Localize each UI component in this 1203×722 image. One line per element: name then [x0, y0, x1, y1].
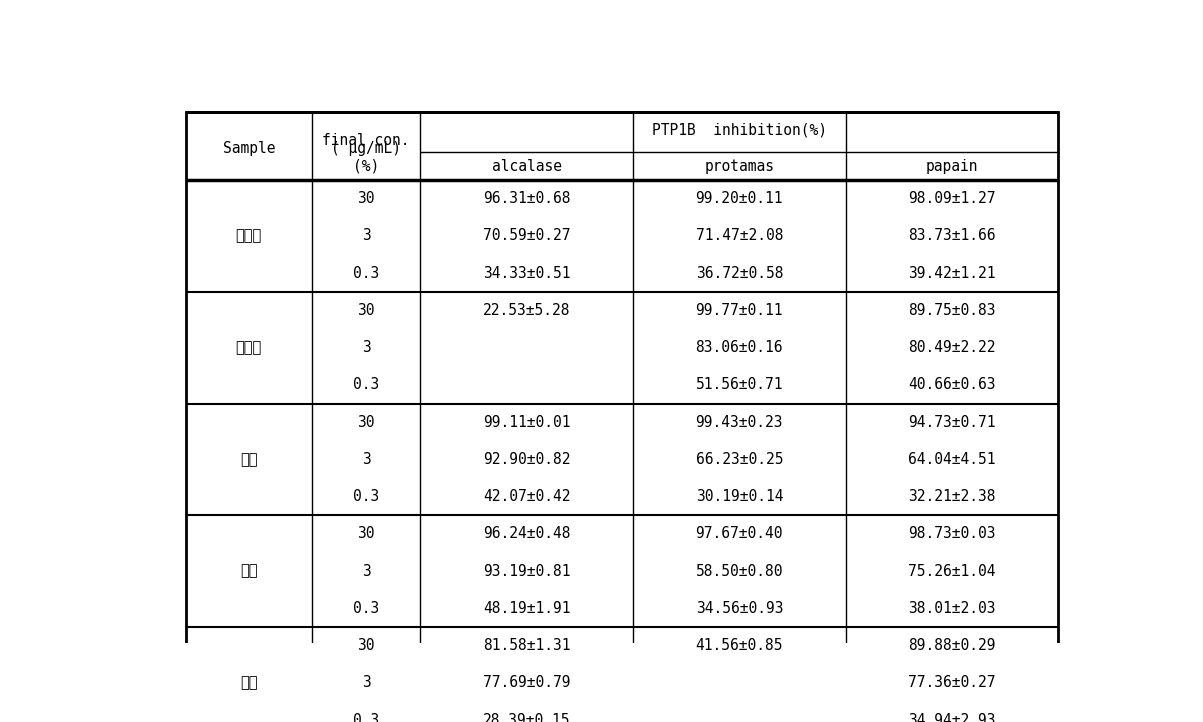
Text: 99.11±0.01: 99.11±0.01 [482, 414, 570, 430]
Text: 34.94±2.93: 34.94±2.93 [908, 713, 996, 722]
Text: 77.36±0.27: 77.36±0.27 [908, 675, 996, 690]
Text: 48.19±1.91: 48.19±1.91 [482, 601, 570, 616]
Text: 30: 30 [357, 414, 374, 430]
Text: 메기: 메기 [241, 675, 257, 690]
Text: 98.09±1.27: 98.09±1.27 [908, 191, 996, 206]
Text: 22.53±5.28: 22.53±5.28 [482, 303, 570, 318]
Text: 99.43±0.23: 99.43±0.23 [695, 414, 783, 430]
Text: 75.26±1.04: 75.26±1.04 [908, 564, 996, 578]
Text: 34.33±0.51: 34.33±0.51 [482, 266, 570, 281]
Text: 0.3: 0.3 [352, 601, 379, 616]
Text: 0.3: 0.3 [352, 266, 379, 281]
Text: 99.20±0.11: 99.20±0.11 [695, 191, 783, 206]
Text: 30.19±0.14: 30.19±0.14 [695, 489, 783, 504]
Text: 38.01±2.03: 38.01±2.03 [908, 601, 996, 616]
Text: 30: 30 [357, 526, 374, 542]
Text: protamas: protamas [704, 159, 775, 173]
Text: 64.04±4.51: 64.04±4.51 [908, 452, 996, 467]
Text: 장어: 장어 [241, 452, 257, 467]
Text: 83.06±0.16: 83.06±0.16 [695, 340, 783, 355]
Text: (%): (%) [352, 159, 379, 173]
Text: 30: 30 [357, 303, 374, 318]
Text: ( μg/mL): ( μg/mL) [331, 141, 401, 156]
Text: 77.69±0.79: 77.69±0.79 [482, 675, 570, 690]
Text: 3: 3 [362, 452, 371, 467]
Text: 70.59±0.27: 70.59±0.27 [482, 228, 570, 243]
Text: 42.07±0.42: 42.07±0.42 [482, 489, 570, 504]
Text: 39.42±1.21: 39.42±1.21 [908, 266, 996, 281]
Text: 3: 3 [362, 228, 371, 243]
Text: 30: 30 [357, 191, 374, 206]
Text: 동자개: 동자개 [236, 340, 262, 355]
Text: 0.3: 0.3 [352, 378, 379, 392]
Text: 28.39±0.15: 28.39±0.15 [482, 713, 570, 722]
Text: 3: 3 [362, 564, 371, 578]
Text: 89.88±0.29: 89.88±0.29 [908, 638, 996, 653]
Text: 58.50±0.80: 58.50±0.80 [695, 564, 783, 578]
Text: 80.49±2.22: 80.49±2.22 [908, 340, 996, 355]
Text: 94.73±0.71: 94.73±0.71 [908, 414, 996, 430]
Text: 93.19±0.81: 93.19±0.81 [482, 564, 570, 578]
Text: 96.24±0.48: 96.24±0.48 [482, 526, 570, 542]
Text: 71.47±2.08: 71.47±2.08 [695, 228, 783, 243]
Text: 96.31±0.68: 96.31±0.68 [482, 191, 570, 206]
Text: PTP1B  inhibition(%): PTP1B inhibition(%) [652, 122, 826, 137]
Text: Sample: Sample [223, 141, 275, 156]
Text: 41.56±0.85: 41.56±0.85 [695, 638, 783, 653]
Text: 0.3: 0.3 [352, 713, 379, 722]
Text: 항어: 항어 [241, 564, 257, 578]
Text: 3: 3 [362, 675, 371, 690]
Text: 40.66±0.63: 40.66±0.63 [908, 378, 996, 392]
Text: alcalase: alcalase [492, 159, 562, 173]
Text: 81.58±1.31: 81.58±1.31 [482, 638, 570, 653]
Text: 3: 3 [362, 340, 371, 355]
Text: 32.21±2.38: 32.21±2.38 [908, 489, 996, 504]
Text: 89.75±0.83: 89.75±0.83 [908, 303, 996, 318]
Text: papain: papain [926, 159, 978, 173]
Text: 92.90±0.82: 92.90±0.82 [482, 452, 570, 467]
Text: 36.72±0.58: 36.72±0.58 [695, 266, 783, 281]
Text: final con.: final con. [322, 133, 410, 148]
Text: 30: 30 [357, 638, 374, 653]
Text: 97.67±0.40: 97.67±0.40 [695, 526, 783, 542]
Text: 83.73±1.66: 83.73±1.66 [908, 228, 996, 243]
Text: 다슬기: 다슬기 [236, 228, 262, 243]
Text: 34.56±0.93: 34.56±0.93 [695, 601, 783, 616]
Text: 66.23±0.25: 66.23±0.25 [695, 452, 783, 467]
Text: 51.56±0.71: 51.56±0.71 [695, 378, 783, 392]
Text: 98.73±0.03: 98.73±0.03 [908, 526, 996, 542]
Text: 0.3: 0.3 [352, 489, 379, 504]
Text: 99.77±0.11: 99.77±0.11 [695, 303, 783, 318]
